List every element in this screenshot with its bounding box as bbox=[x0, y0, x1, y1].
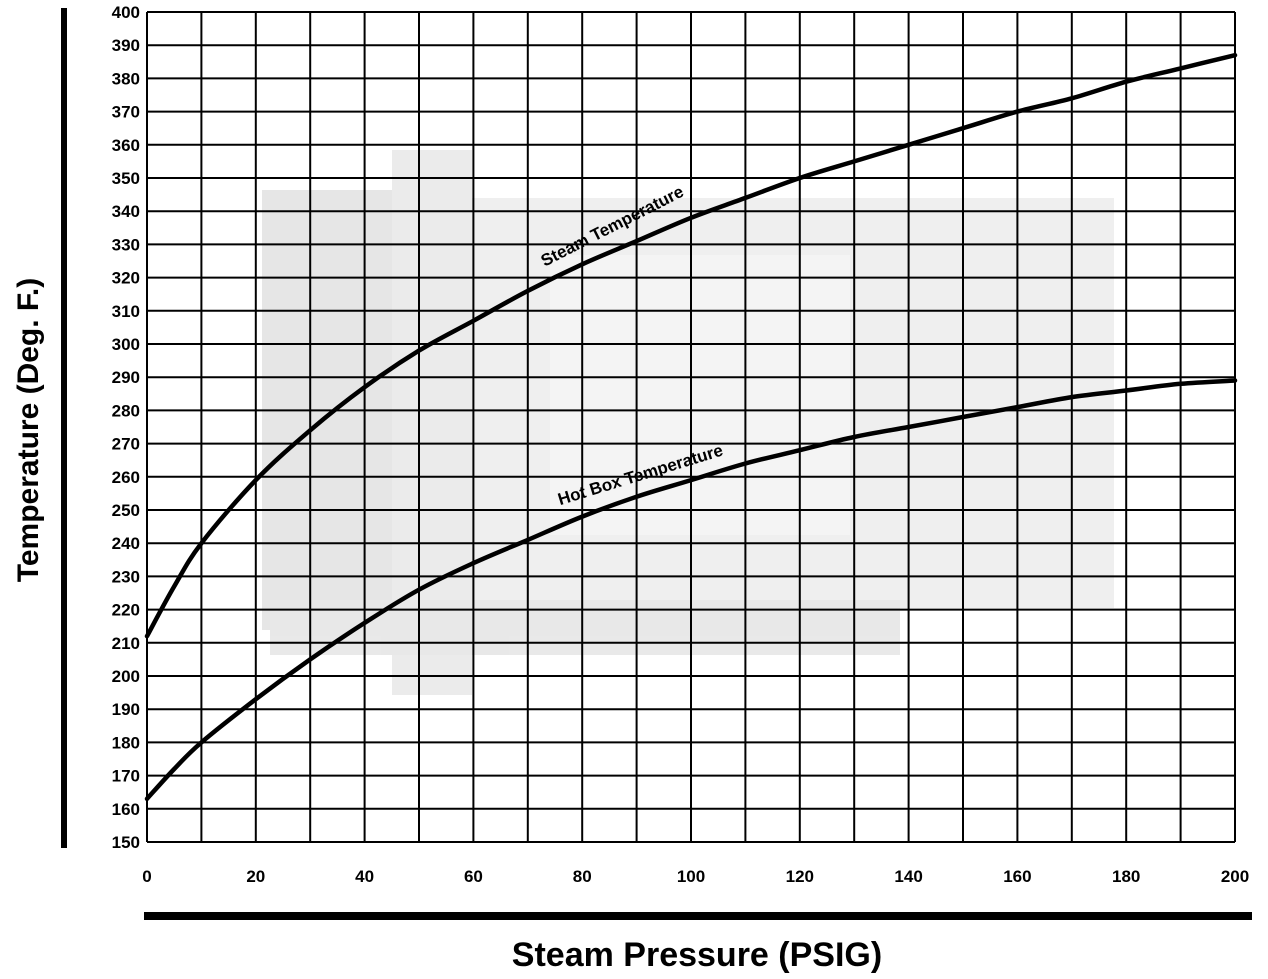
photo-door bbox=[392, 150, 472, 695]
x-tick-label: 120 bbox=[786, 867, 814, 886]
y-tick-label: 330 bbox=[112, 235, 140, 254]
y-tick-label: 240 bbox=[112, 534, 140, 553]
y-tick-label: 200 bbox=[112, 667, 140, 686]
photo-frame-main bbox=[262, 198, 1114, 608]
y-tick-label: 300 bbox=[112, 335, 140, 354]
background-photo bbox=[262, 150, 1114, 695]
x-tick-label: 40 bbox=[355, 867, 374, 886]
y-axis-bar bbox=[61, 8, 67, 848]
y-tick-label: 290 bbox=[112, 368, 140, 387]
y-axis-title: Temperature (Deg. F.) bbox=[12, 278, 45, 583]
x-tick-label: 20 bbox=[246, 867, 265, 886]
series-line-steam-temperature bbox=[144, 52, 1238, 639]
x-axis-bar bbox=[144, 912, 1252, 920]
x-tick-label: 200 bbox=[1221, 867, 1249, 886]
x-tick-labels: 0 20 40 60 80 100 120 140 160 180 200 bbox=[142, 867, 1249, 886]
y-tick-label: 230 bbox=[112, 567, 140, 586]
y-tick-label: 180 bbox=[112, 733, 140, 752]
x-tick-label: 160 bbox=[1003, 867, 1031, 886]
y-tick-label: 310 bbox=[112, 302, 140, 321]
x-axis-title: Steam Pressure (PSIG) bbox=[512, 936, 882, 974]
series-group bbox=[144, 52, 1238, 802]
y-tick-label: 380 bbox=[112, 69, 140, 88]
y-tick-label: 390 bbox=[112, 36, 140, 55]
x-tick-label: 100 bbox=[677, 867, 705, 886]
x-tick-label: 180 bbox=[1112, 867, 1140, 886]
y-tick-labels: 150 160 170 180 190 200 210 220 230 240 250 260 270 2… bbox=[112, 3, 140, 852]
y-tick-label: 370 bbox=[112, 103, 140, 122]
grid bbox=[146, 11, 1236, 843]
x-tick-label: 0 bbox=[142, 867, 151, 886]
y-tick-label: 400 bbox=[112, 3, 140, 22]
y-tick-label: 170 bbox=[112, 767, 140, 786]
y-tick-label: 210 bbox=[112, 634, 140, 653]
y-tick-label: 320 bbox=[112, 269, 140, 288]
y-tick-label: 270 bbox=[112, 435, 140, 454]
y-tick-label: 340 bbox=[112, 202, 140, 221]
y-tick-label: 160 bbox=[112, 800, 140, 819]
x-tick-label: 80 bbox=[573, 867, 592, 886]
y-tick-label: 360 bbox=[112, 136, 140, 155]
y-tick-label: 260 bbox=[112, 468, 140, 487]
y-tick-label: 150 bbox=[112, 833, 140, 852]
x-tick-label: 60 bbox=[464, 867, 483, 886]
y-tick-label: 190 bbox=[112, 700, 140, 719]
y-tick-label: 250 bbox=[112, 501, 140, 520]
x-tick-label: 140 bbox=[894, 867, 922, 886]
y-tick-label: 350 bbox=[112, 169, 140, 188]
y-tick-label: 220 bbox=[112, 601, 140, 620]
y-tick-label: 280 bbox=[112, 401, 140, 420]
series-line-hot-box-temperature bbox=[144, 378, 1238, 802]
